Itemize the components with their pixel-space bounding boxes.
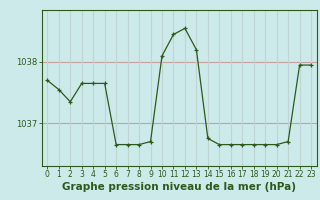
X-axis label: Graphe pression niveau de la mer (hPa): Graphe pression niveau de la mer (hPa) xyxy=(62,182,296,192)
